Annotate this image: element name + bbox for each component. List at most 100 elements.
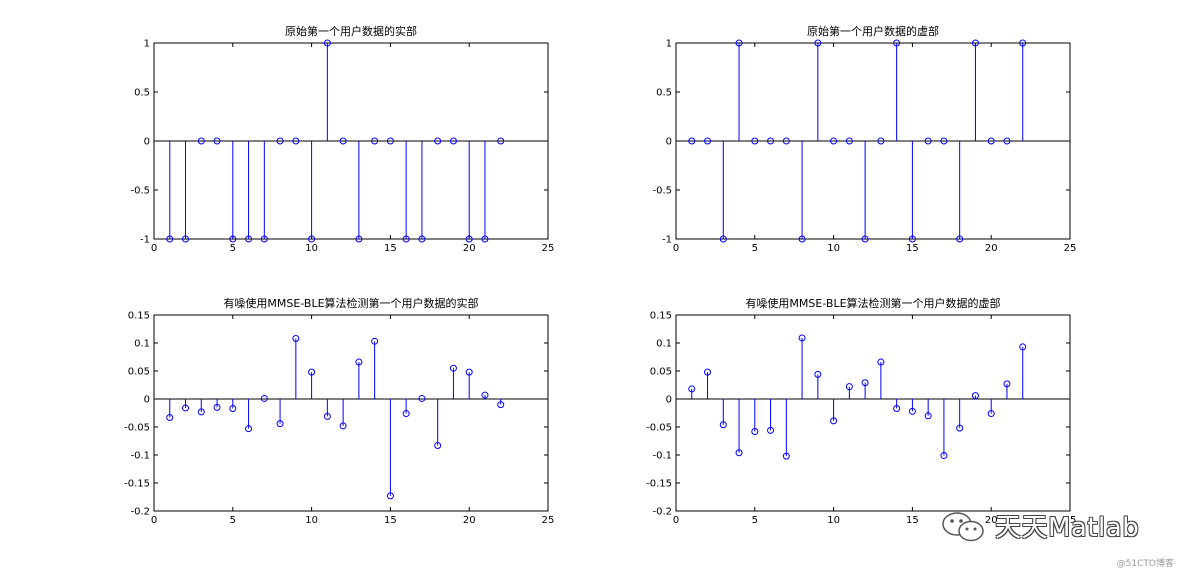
stem-marker (798, 235, 806, 243)
x-tick-label: 15 (906, 243, 919, 254)
stem-marker (845, 383, 853, 391)
stem-marker (1019, 343, 1027, 351)
stem-marker (386, 137, 394, 145)
stem-marker (814, 39, 822, 47)
stem-marker (861, 235, 869, 243)
stem-marker (481, 391, 489, 399)
x-tick-label: 0 (151, 243, 157, 254)
stem-marker (767, 426, 775, 434)
stem-marker (434, 137, 442, 145)
stem-marker (1003, 380, 1011, 388)
stem-marker (182, 404, 190, 412)
x-tick-label: 5 (752, 243, 758, 254)
stem-marker (292, 137, 300, 145)
chart-2: 0 5 10 15 20 25 -1 -0.5 0 0.5 1 原始第一个用户数据的虚部 (652, 24, 1076, 254)
stem-marker (877, 137, 885, 145)
y-tick-label: -1 (140, 235, 150, 246)
y-tick-label: -0.05 (646, 423, 672, 434)
y-tick-label: 0.05 (650, 367, 672, 378)
stem-marker (166, 413, 174, 421)
stem-marker (893, 39, 901, 47)
stem-marker (798, 334, 806, 342)
y-tick-label: 0.5 (656, 88, 672, 99)
y-tick-label: 0 (144, 137, 150, 148)
chart-1: 0 5 10 15 20 25 -1 -0.5 0 0.5 1 原始第一个用户数据的实部 (130, 24, 554, 254)
stem-marker (245, 425, 253, 433)
x-tick-label: 20 (463, 515, 476, 526)
x-tick-label: 0 (673, 515, 679, 526)
stem-marker (830, 137, 838, 145)
y-tick-label: 0 (144, 395, 150, 406)
y-tick-label: 0.1 (656, 339, 672, 350)
y-tick-label: 0.5 (134, 88, 150, 99)
x-tick-label: 25 (1064, 243, 1077, 254)
stem-marker (402, 410, 410, 418)
stem-marker (339, 137, 347, 145)
x-tick-label: 25 (542, 515, 555, 526)
chart-4: 0 5 10 15 20 25 -0.2 -0.15 -0.1 -0.05 0 0.05 0.1 0.15… (646, 296, 1076, 526)
stem-marker (971, 39, 979, 47)
stem-marker (323, 412, 331, 420)
y-tick-label: -0.2 (130, 507, 150, 518)
stem-marker (497, 137, 505, 145)
stem-marker (371, 337, 379, 345)
x-tick-label: 20 (985, 243, 998, 254)
watermark: 天天Matlab (935, 505, 1165, 545)
stem-marker (213, 403, 221, 411)
y-tick-label: -0.5 (130, 186, 150, 197)
stem-marker (434, 441, 442, 449)
x-tick-label: 15 (384, 515, 397, 526)
x-tick-label: 0 (151, 515, 157, 526)
stem-marker (166, 235, 174, 243)
stem-marker (735, 449, 743, 457)
stem-marker (418, 235, 426, 243)
plot-area (675, 314, 1071, 512)
stem-marker (245, 235, 253, 243)
x-tick-label: 5 (230, 243, 236, 254)
x-tick-label: 10 (305, 243, 318, 254)
stem-marker (308, 368, 316, 376)
y-tick-label: -0.15 (646, 479, 672, 490)
y-tick-label: 0 (666, 395, 672, 406)
stem-marker (1003, 137, 1011, 145)
stem-marker (339, 422, 347, 430)
credit-text: @51CTO博客 (1116, 559, 1174, 569)
stem-marker (971, 392, 979, 400)
stem-marker (371, 137, 379, 145)
y-tick-label: -0.1 (652, 451, 672, 462)
stem-marker (767, 137, 775, 145)
stem-marker (908, 407, 916, 415)
y-tick-label: -0.2 (652, 507, 672, 518)
y-tick-label: 0.05 (128, 367, 150, 378)
y-tick-label: 0.15 (128, 311, 150, 322)
stem-marker (845, 137, 853, 145)
x-tick-label: 10 (827, 515, 840, 526)
stem-marker (1019, 39, 1027, 47)
y-tick-label: -0.5 (652, 186, 672, 197)
x-tick-label: 20 (985, 515, 998, 526)
x-tick-label: 25 (1064, 515, 1077, 526)
stem-marker (861, 379, 869, 387)
watermark-text: 天天Matlab (995, 513, 1140, 543)
stem-marker (465, 368, 473, 376)
stem-marker (260, 394, 268, 402)
x-tick-label: 5 (752, 515, 758, 526)
stem-marker (197, 408, 205, 416)
chart-title: 有噪使用MMSE-BLE算法检测第一个用户数据的虚部 (745, 296, 1000, 310)
stem-marker (956, 235, 964, 243)
y-tick-label: 1 (144, 39, 150, 50)
stem-marker (386, 492, 394, 500)
stem-marker (182, 235, 190, 243)
stem-marker (735, 39, 743, 47)
chart-title: 原始第一个用户数据的实部 (285, 24, 417, 38)
stem-marker (355, 358, 363, 366)
y-tick-label: 1 (666, 39, 672, 50)
y-tick-label: 0 (666, 137, 672, 148)
stem-marker (465, 235, 473, 243)
x-tick-label: 15 (906, 515, 919, 526)
chart-title: 原始第一个用户数据的虚部 (807, 24, 939, 38)
y-tick-label: 0.1 (134, 339, 150, 350)
x-tick-label: 25 (542, 243, 555, 254)
stem-marker (497, 401, 505, 409)
